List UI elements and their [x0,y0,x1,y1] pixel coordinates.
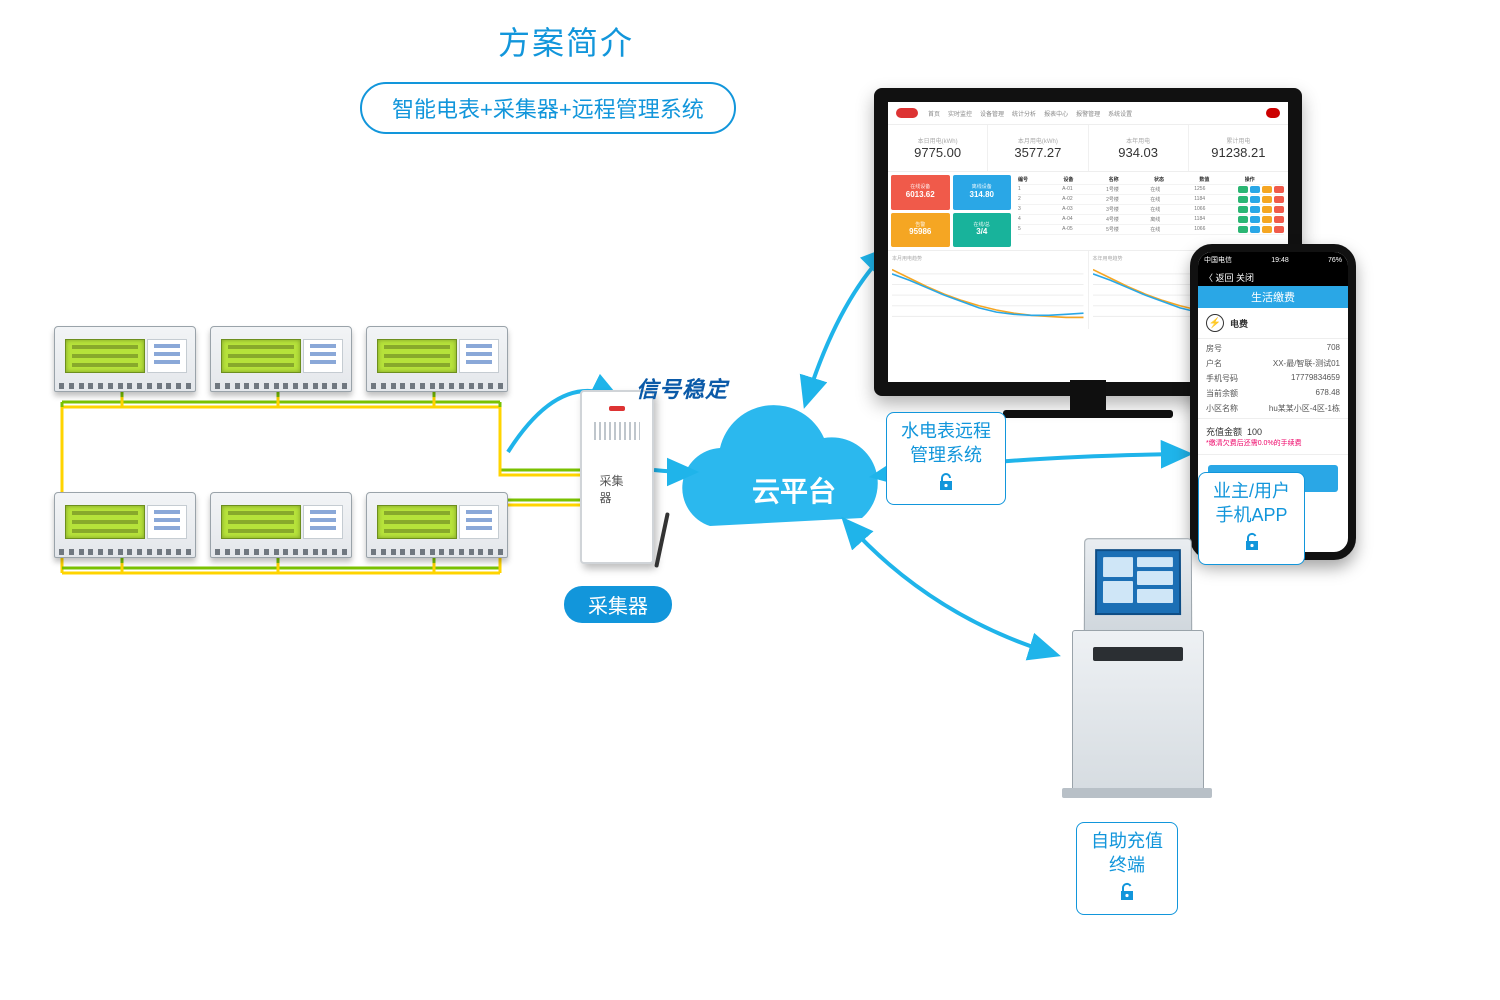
app-l1: 业主/用户 [1213,479,1290,503]
table-row: 5A-055号楼在线1066 [1018,225,1284,235]
kpi: 本年用电934.03 [1089,125,1189,171]
stat-card: 在线/总3/4 [953,213,1012,248]
table-row: 3A-033号楼在线1066 [1018,205,1284,215]
app-l2: 手机APP [1215,503,1287,527]
monitor-nav-item[interactable]: 报表中心 [1044,109,1068,118]
unlock-icon [1243,532,1261,558]
kiosk-l1: 自助充值 [1091,829,1163,853]
smart-meter [54,326,196,392]
monitor-nav-item[interactable]: 实时监控 [948,109,972,118]
kiosk-l2: 终端 [1109,853,1145,877]
bolt-icon: ⚡ [1206,314,1224,332]
kpi: 本日用电(kWh)9775.00 [888,125,988,171]
phone-info-row: 房号708 [1206,341,1340,356]
phone-info-row: 小区名称hu某某小区-4区-1栋 [1206,401,1340,416]
unlock-icon [1118,882,1136,908]
diagram-stage: 方案简介 智能电表+采集器+远程管理系统 采集器 采集器 信号稳定 云平台 首页… [0,0,1500,1000]
monitor-nav-item[interactable]: 报警管理 [1076,109,1100,118]
monitor-chart-1: 本月用电趋势 [888,251,1089,329]
stat-card: 告警95986 [891,213,950,248]
subtitle-pill: 智能电表+采集器+远程管理系统 [360,82,736,134]
table-row: 1A-011号楼在线1256 [1018,185,1284,195]
table-row: 4A-044号楼离线1184 [1018,215,1284,225]
monitor-nav-item[interactable]: 统计分析 [1012,109,1036,118]
monitor-nav-item[interactable]: 设备管理 [980,109,1004,118]
stat-card: 在线设备6013.62 [891,175,950,210]
phone-bill-type[interactable]: ⚡ 电费 [1198,308,1348,339]
kpi: 本月用电(kWh)3577.27 [988,125,1088,171]
smart-meter [210,326,352,392]
lock-icon [937,472,955,498]
signal-label: 信号稳定 [636,372,728,404]
table-row: 2A-022号楼在线1184 [1018,195,1284,205]
phone-amount[interactable]: 充值金额 100 *缴清欠费后还需0.0%的手续费 [1198,419,1348,455]
monitor-nav-item[interactable]: 系统设置 [1108,109,1132,118]
phone-info-row: 当前余额678.48 [1206,386,1340,401]
kiosk-label: 自助充值 终端 [1076,822,1178,915]
phone-nav[interactable]: 〈 返回 关闭 [1198,268,1348,286]
collector-device-tag: 采集器 [600,472,635,506]
app-label: 业主/用户 手机APP [1198,472,1305,565]
kiosk [1062,538,1212,798]
remote-mgmt-l1: 水电表远程 [901,419,991,443]
phone-fee-note: *缴清欠费后还需0.0%的手续费 [1206,438,1340,448]
phone-info-row: 户名XX-最/智联-测试01 [1206,356,1340,371]
collector-device: 采集器 [580,390,654,564]
phone-status-bar: 中国电信19:4876% [1198,252,1348,268]
phone-title: 生活缴费 [1198,286,1348,308]
remote-mgmt-label: 水电表远程 管理系统 [886,412,1006,505]
brand-logo [896,108,918,118]
smart-meter [366,492,508,558]
monitor-nav: 首页实时监控设备管理统计分析报表中心报警管理系统设置 [888,102,1288,125]
remote-mgmt-l2: 管理系统 [910,443,982,467]
alert-icon [1266,108,1280,118]
smart-meter [210,492,352,558]
smart-meter [54,492,196,558]
collector-label: 采集器 [564,586,672,623]
phone-info-row: 手机号码17779834659 [1206,371,1340,386]
monitor-nav-item[interactable]: 首页 [928,109,940,118]
smart-meter [366,326,508,392]
cloud-label: 云平台 [724,470,864,510]
stat-card: 离线设备314.80 [953,175,1012,210]
page-title: 方案简介 [498,18,634,64]
kpi: 累计用电91238.21 [1189,125,1288,171]
